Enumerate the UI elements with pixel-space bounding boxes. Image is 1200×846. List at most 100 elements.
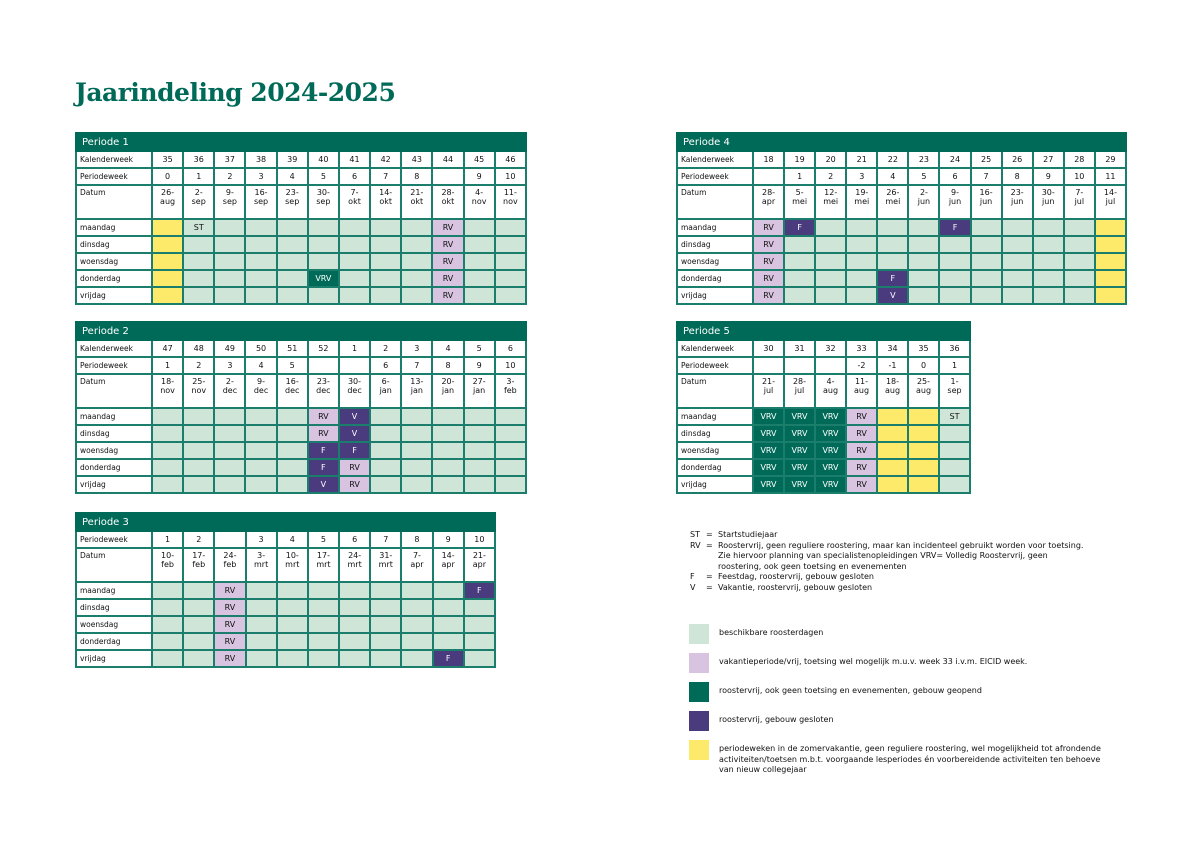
day-cell	[275, 235, 309, 254]
day-cell	[369, 218, 403, 237]
period-header-row: Periode 3	[75, 512, 496, 532]
info-cell: 3	[400, 339, 434, 358]
day-cell	[244, 441, 278, 460]
info-cell: 11- nov	[493, 184, 528, 220]
day-row: woensdag RV	[676, 252, 1128, 271]
day-label: maandag	[75, 218, 153, 237]
day-cell	[182, 269, 216, 288]
day-row: donderdag VRV VRV VRV RV	[676, 458, 971, 477]
period-header-row: Periode 1	[75, 132, 527, 152]
day-cell	[369, 632, 403, 651]
day-cell	[969, 269, 1003, 288]
day-cell	[275, 581, 309, 600]
info-cell: 32	[814, 339, 847, 358]
day-label: woensdag	[75, 615, 153, 634]
day-cell	[907, 407, 940, 426]
day-cell	[462, 598, 497, 617]
row-label: Datum	[676, 373, 754, 409]
day-cell	[462, 649, 497, 668]
info-cell: 8	[400, 167, 434, 186]
info-cell: 27- jan	[462, 373, 496, 409]
day-cell	[783, 269, 817, 288]
day-row: vrijdag V RV	[75, 475, 528, 494]
period-2-table: Periode 2 Kalenderweek 47 48 49 50 51 52 1 2 3 4 5 6 P…	[75, 321, 528, 494]
info-cell: 21- jul	[752, 373, 785, 409]
day-cell	[213, 286, 247, 305]
day-label: dinsdag	[676, 235, 754, 254]
info-cell: 25- aug	[907, 373, 940, 409]
day-cell: VRV	[783, 441, 816, 460]
info-cell: 16- dec	[275, 373, 309, 409]
info-cell: 36	[938, 339, 971, 358]
day-cell	[369, 475, 403, 494]
day-cell: RV	[306, 407, 340, 426]
day-row: vrijdag VRV VRV VRV RV	[676, 475, 971, 494]
day-cell	[400, 581, 434, 600]
abbreviation-key: F	[690, 572, 695, 581]
info-cell: 1	[783, 167, 817, 186]
day-cell	[493, 218, 528, 237]
day-cell: RV	[751, 252, 786, 271]
day-row: vrijdag RV F	[75, 649, 497, 668]
info-cell: 21- apr	[462, 547, 497, 583]
row-label: Periodeweek	[75, 356, 153, 375]
info-cell: 4	[275, 167, 309, 186]
info-cell: 1	[337, 339, 372, 358]
info-cell: 39	[275, 150, 309, 169]
row-label: Periodeweek	[676, 167, 754, 186]
day-cell: VRV	[814, 441, 847, 460]
abbreviation-item: RV = Roostervrij, geen reguliere roosterin…	[690, 541, 1090, 573]
day-cell	[369, 286, 403, 305]
day-cell	[845, 218, 879, 237]
day-cell	[275, 649, 309, 668]
day-cell	[150, 269, 185, 288]
day-cell	[1031, 252, 1065, 271]
info-cell: 1- sep	[938, 373, 971, 409]
day-cell	[369, 598, 403, 617]
day-cell	[275, 615, 309, 634]
info-cell: 35	[150, 150, 185, 169]
day-cell	[337, 252, 372, 271]
day-cell	[306, 218, 340, 237]
info-row: Datum 26- aug 2- sep 9- sep 16- sep 23- sep 30…	[75, 184, 528, 220]
info-cell	[306, 356, 340, 375]
info-cell: 1	[150, 530, 185, 549]
day-cell: RV	[751, 269, 786, 288]
day-cell	[182, 441, 216, 460]
day-cell	[907, 218, 941, 237]
day-cell	[369, 441, 403, 460]
info-cell: 7- jul	[1062, 184, 1096, 220]
period-header-row: Periode 4	[676, 132, 1127, 152]
day-cell	[244, 218, 278, 237]
day-cell	[907, 424, 940, 443]
day-cell	[182, 632, 216, 651]
day-cell	[244, 424, 278, 443]
info-cell: 3- mrt	[244, 547, 278, 583]
day-cell: RV	[751, 218, 786, 237]
row-label: Kalenderweek	[75, 339, 153, 358]
day-cell	[400, 632, 434, 651]
day-cell	[306, 235, 340, 254]
day-cell: VRV	[783, 424, 816, 443]
info-cell: -2	[845, 356, 878, 375]
day-cell	[369, 407, 403, 426]
info-cell: 27	[1031, 150, 1065, 169]
day-cell	[182, 407, 216, 426]
day-cell	[338, 615, 372, 634]
info-cell: 22	[876, 150, 910, 169]
info-cell: 28- jul	[783, 373, 816, 409]
day-cell	[876, 475, 909, 494]
day-cell	[1062, 235, 1096, 254]
day-cell	[938, 458, 971, 477]
day-cell	[244, 581, 278, 600]
info-cell: 9- jun	[938, 184, 972, 220]
day-cell	[938, 475, 971, 494]
day-cell	[493, 441, 528, 460]
day-cell	[907, 475, 940, 494]
day-cell	[493, 407, 528, 426]
period-1-table: Periode 1 Kalenderweek 35 36 37 38 39 40 41 42 43 4…	[75, 132, 528, 305]
day-label: vrijdag	[676, 286, 754, 305]
day-label: dinsdag	[75, 598, 153, 617]
info-cell: 4- aug	[814, 373, 847, 409]
info-cell: 8	[431, 356, 465, 375]
